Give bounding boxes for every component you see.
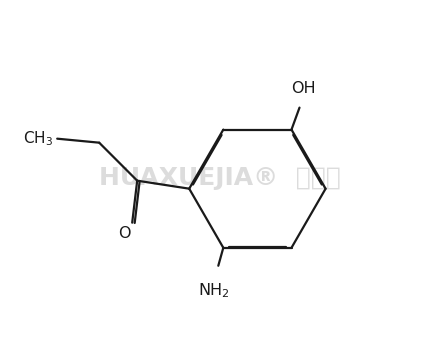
Text: OH: OH [291, 80, 316, 96]
Text: CH$_3$: CH$_3$ [23, 129, 53, 148]
Text: O: O [118, 226, 130, 241]
Text: HUAXUEJIA®  化学加: HUAXUEJIA® 化学加 [99, 166, 341, 190]
Text: NH$_2$: NH$_2$ [198, 282, 229, 300]
